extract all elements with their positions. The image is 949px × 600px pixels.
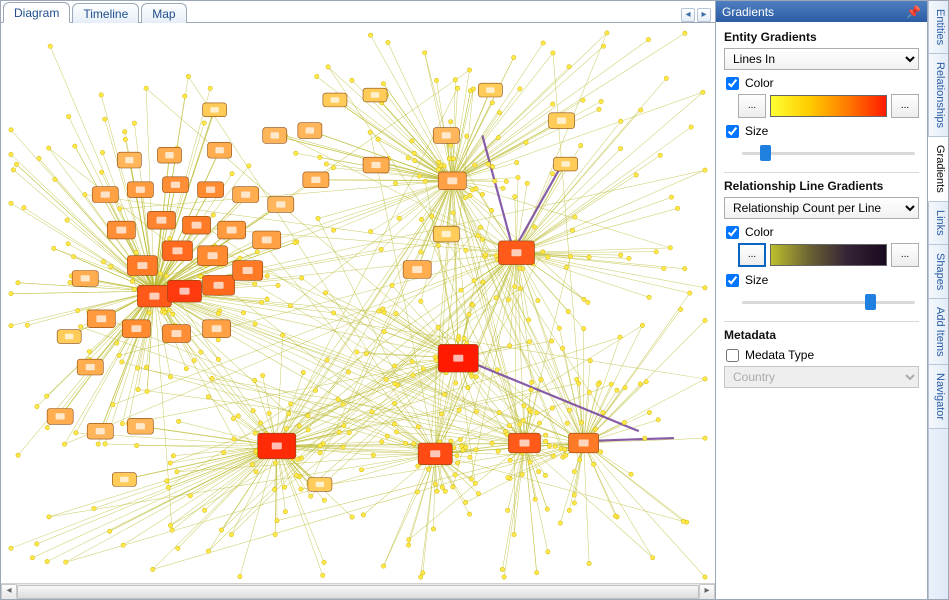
scroll-thumb[interactable] <box>17 585 699 599</box>
entity-size-checkbox[interactable] <box>726 125 739 138</box>
tab-nav-left[interactable]: ◂ <box>681 8 695 22</box>
panel-title: Gradients <box>722 5 774 19</box>
sidetab-add-items[interactable]: Add Items <box>929 299 948 366</box>
metadata-type-label: Medata Type <box>745 348 814 362</box>
relationship-gradient-dropdown[interactable]: Relationship Count per Line <box>724 197 919 219</box>
relationship-color-label: Color <box>745 225 774 239</box>
scroll-left-button[interactable]: ◂ <box>1 584 17 600</box>
tab-diagram[interactable]: Diagram <box>3 2 70 23</box>
sidetab-navigator[interactable]: Navigator <box>929 365 948 429</box>
metadata-heading: Metadata <box>724 328 919 342</box>
diagram-canvas[interactable] <box>7 29 709 581</box>
tab-timeline[interactable]: Timeline <box>72 3 139 23</box>
relationship-size-label: Size <box>745 273 768 287</box>
scroll-right-button[interactable]: ▸ <box>699 584 715 600</box>
metadata-type-checkbox[interactable] <box>726 349 739 362</box>
relationship-gradients-heading: Relationship Line Gradients <box>724 179 919 193</box>
side-tab-strip: EntitiesRelationshipsGradientsLinksShape… <box>928 1 948 599</box>
entity-color-left-button[interactable]: ... <box>738 94 766 118</box>
relationship-gradient-bar[interactable] <box>770 244 887 266</box>
horizontal-scrollbar[interactable]: ◂ ▸ <box>1 583 715 599</box>
entity-gradient-dropdown[interactable]: Lines In <box>724 48 919 70</box>
entity-color-right-button[interactable]: ... <box>891 94 919 118</box>
main-area: DiagramTimelineMap ◂ ▸ ◂ ▸ <box>1 1 716 599</box>
diagram-canvas-wrap: ◂ ▸ <box>1 23 715 599</box>
scroll-track[interactable] <box>17 584 699 600</box>
panel-header: Gradients 📌 <box>716 1 927 22</box>
pin-icon[interactable]: 📌 <box>906 5 921 19</box>
relationship-size-slider[interactable] <box>738 291 919 313</box>
relationship-color-checkbox[interactable] <box>726 226 739 239</box>
gradients-panel: Gradients 📌 Entity Gradients Lines In Co… <box>716 1 928 599</box>
metadata-dropdown[interactable]: Country <box>724 366 919 388</box>
entity-size-slider[interactable] <box>738 142 919 164</box>
relationship-color-left-button[interactable]: ... <box>738 243 766 267</box>
sidetab-entities[interactable]: Entities <box>929 1 948 54</box>
relationship-size-checkbox[interactable] <box>726 274 739 287</box>
sidetab-relationships[interactable]: Relationships <box>929 54 948 137</box>
entity-size-slider-thumb[interactable] <box>760 145 771 161</box>
tab-map[interactable]: Map <box>141 3 186 23</box>
sidetab-links[interactable]: Links <box>929 202 948 245</box>
view-tab-bar: DiagramTimelineMap ◂ ▸ <box>1 1 715 23</box>
entity-size-label: Size <box>745 124 768 138</box>
relationship-color-right-button[interactable]: ... <box>891 243 919 267</box>
sidetab-gradients[interactable]: Gradients <box>928 137 948 202</box>
entity-color-checkbox[interactable] <box>726 77 739 90</box>
entity-gradient-bar[interactable] <box>770 95 887 117</box>
relationship-size-slider-thumb[interactable] <box>865 294 876 310</box>
tab-nav-right[interactable]: ▸ <box>697 8 711 22</box>
entity-color-label: Color <box>745 76 774 90</box>
entity-gradients-heading: Entity Gradients <box>724 30 919 44</box>
sidetab-shapes[interactable]: Shapes <box>929 245 948 299</box>
network-svg[interactable] <box>7 29 709 581</box>
